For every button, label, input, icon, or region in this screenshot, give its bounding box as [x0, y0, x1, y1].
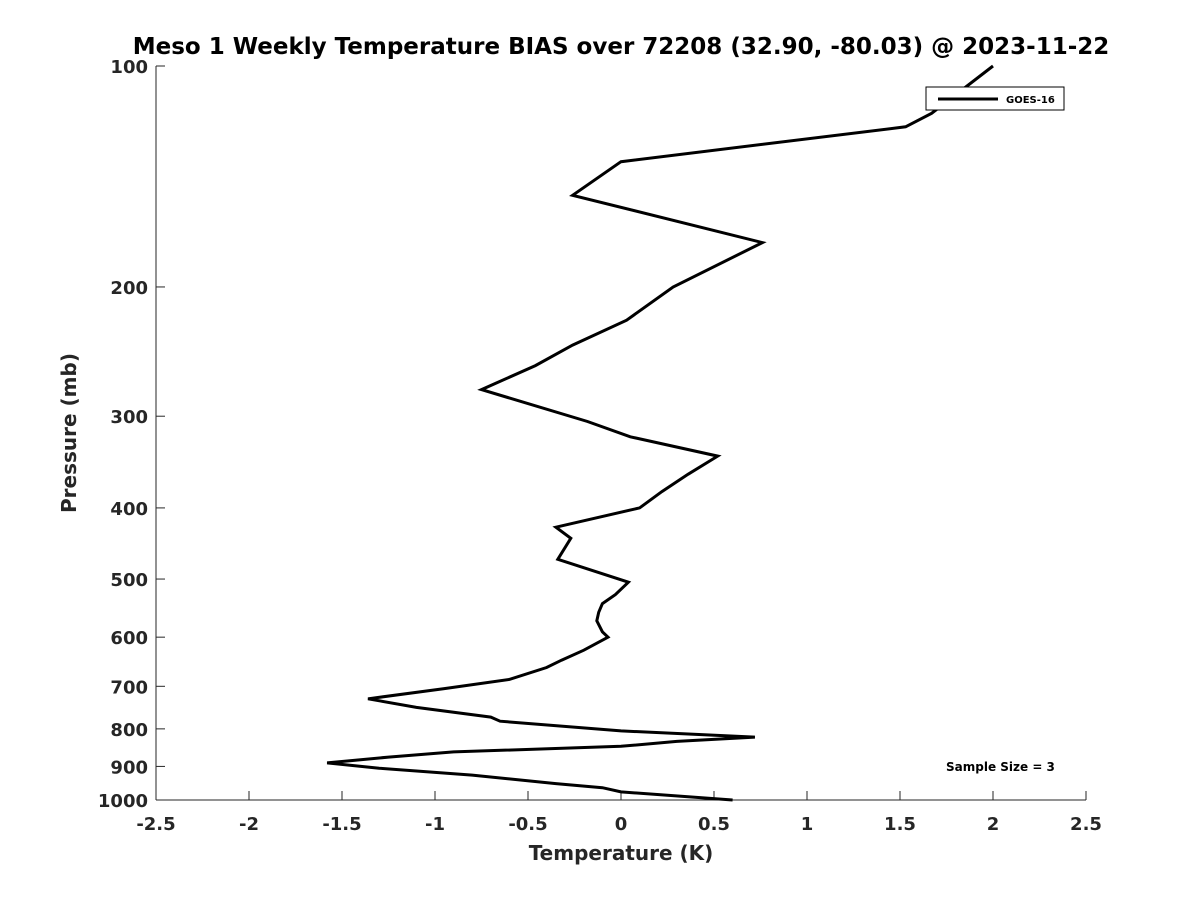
- y-tick-label: 300: [110, 407, 148, 428]
- y-tick-label: 800: [110, 720, 148, 741]
- series-group: [326, 64, 994, 802]
- legend-label-goes-16: GOES-16: [1006, 95, 1055, 106]
- legend: GOES-16: [925, 86, 1065, 111]
- x-tick-label: -1.5: [322, 814, 361, 835]
- y-tick-label: 600: [110, 628, 148, 649]
- x-ticks: -2.5 -2 -1.5 -1 -0.5 0 0.5 1 1.5 2 2.5: [136, 791, 1102, 835]
- x-axis-label: Temperature (K): [529, 841, 714, 865]
- x-tick-label: -2: [239, 814, 259, 835]
- chart-title: Meso 1 Weekly Temperature BIAS over 7220…: [133, 34, 1110, 60]
- y-tick-label: 700: [110, 677, 148, 698]
- x-tick-label: -2.5: [136, 814, 175, 835]
- y-ticks: 100 200 300 400 500 600 700 800 900 1000: [98, 57, 165, 812]
- sample-size-annotation: Sample Size = 3: [946, 760, 1055, 774]
- x-tick-label: 1.5: [884, 814, 916, 835]
- y-tick-label: 900: [110, 757, 148, 778]
- y-axis-label: Pressure (mb): [57, 353, 81, 513]
- x-tick-label: -0.5: [508, 814, 547, 835]
- y-tick-label: 1000: [98, 791, 148, 812]
- y-tick-label: 400: [110, 499, 148, 520]
- x-tick-label: 2.5: [1070, 814, 1102, 835]
- y-tick-label: 200: [110, 278, 148, 299]
- x-tick-label: 1: [801, 814, 814, 835]
- series-line-goes-16: [326, 64, 994, 802]
- x-tick-label: 2: [987, 814, 1000, 835]
- y-tick-label: 500: [110, 570, 148, 591]
- x-tick-label: -1: [425, 814, 445, 835]
- x-tick-label: 0.5: [698, 814, 730, 835]
- y-tick-label: 100: [110, 57, 148, 78]
- x-tick-label: 0: [615, 814, 628, 835]
